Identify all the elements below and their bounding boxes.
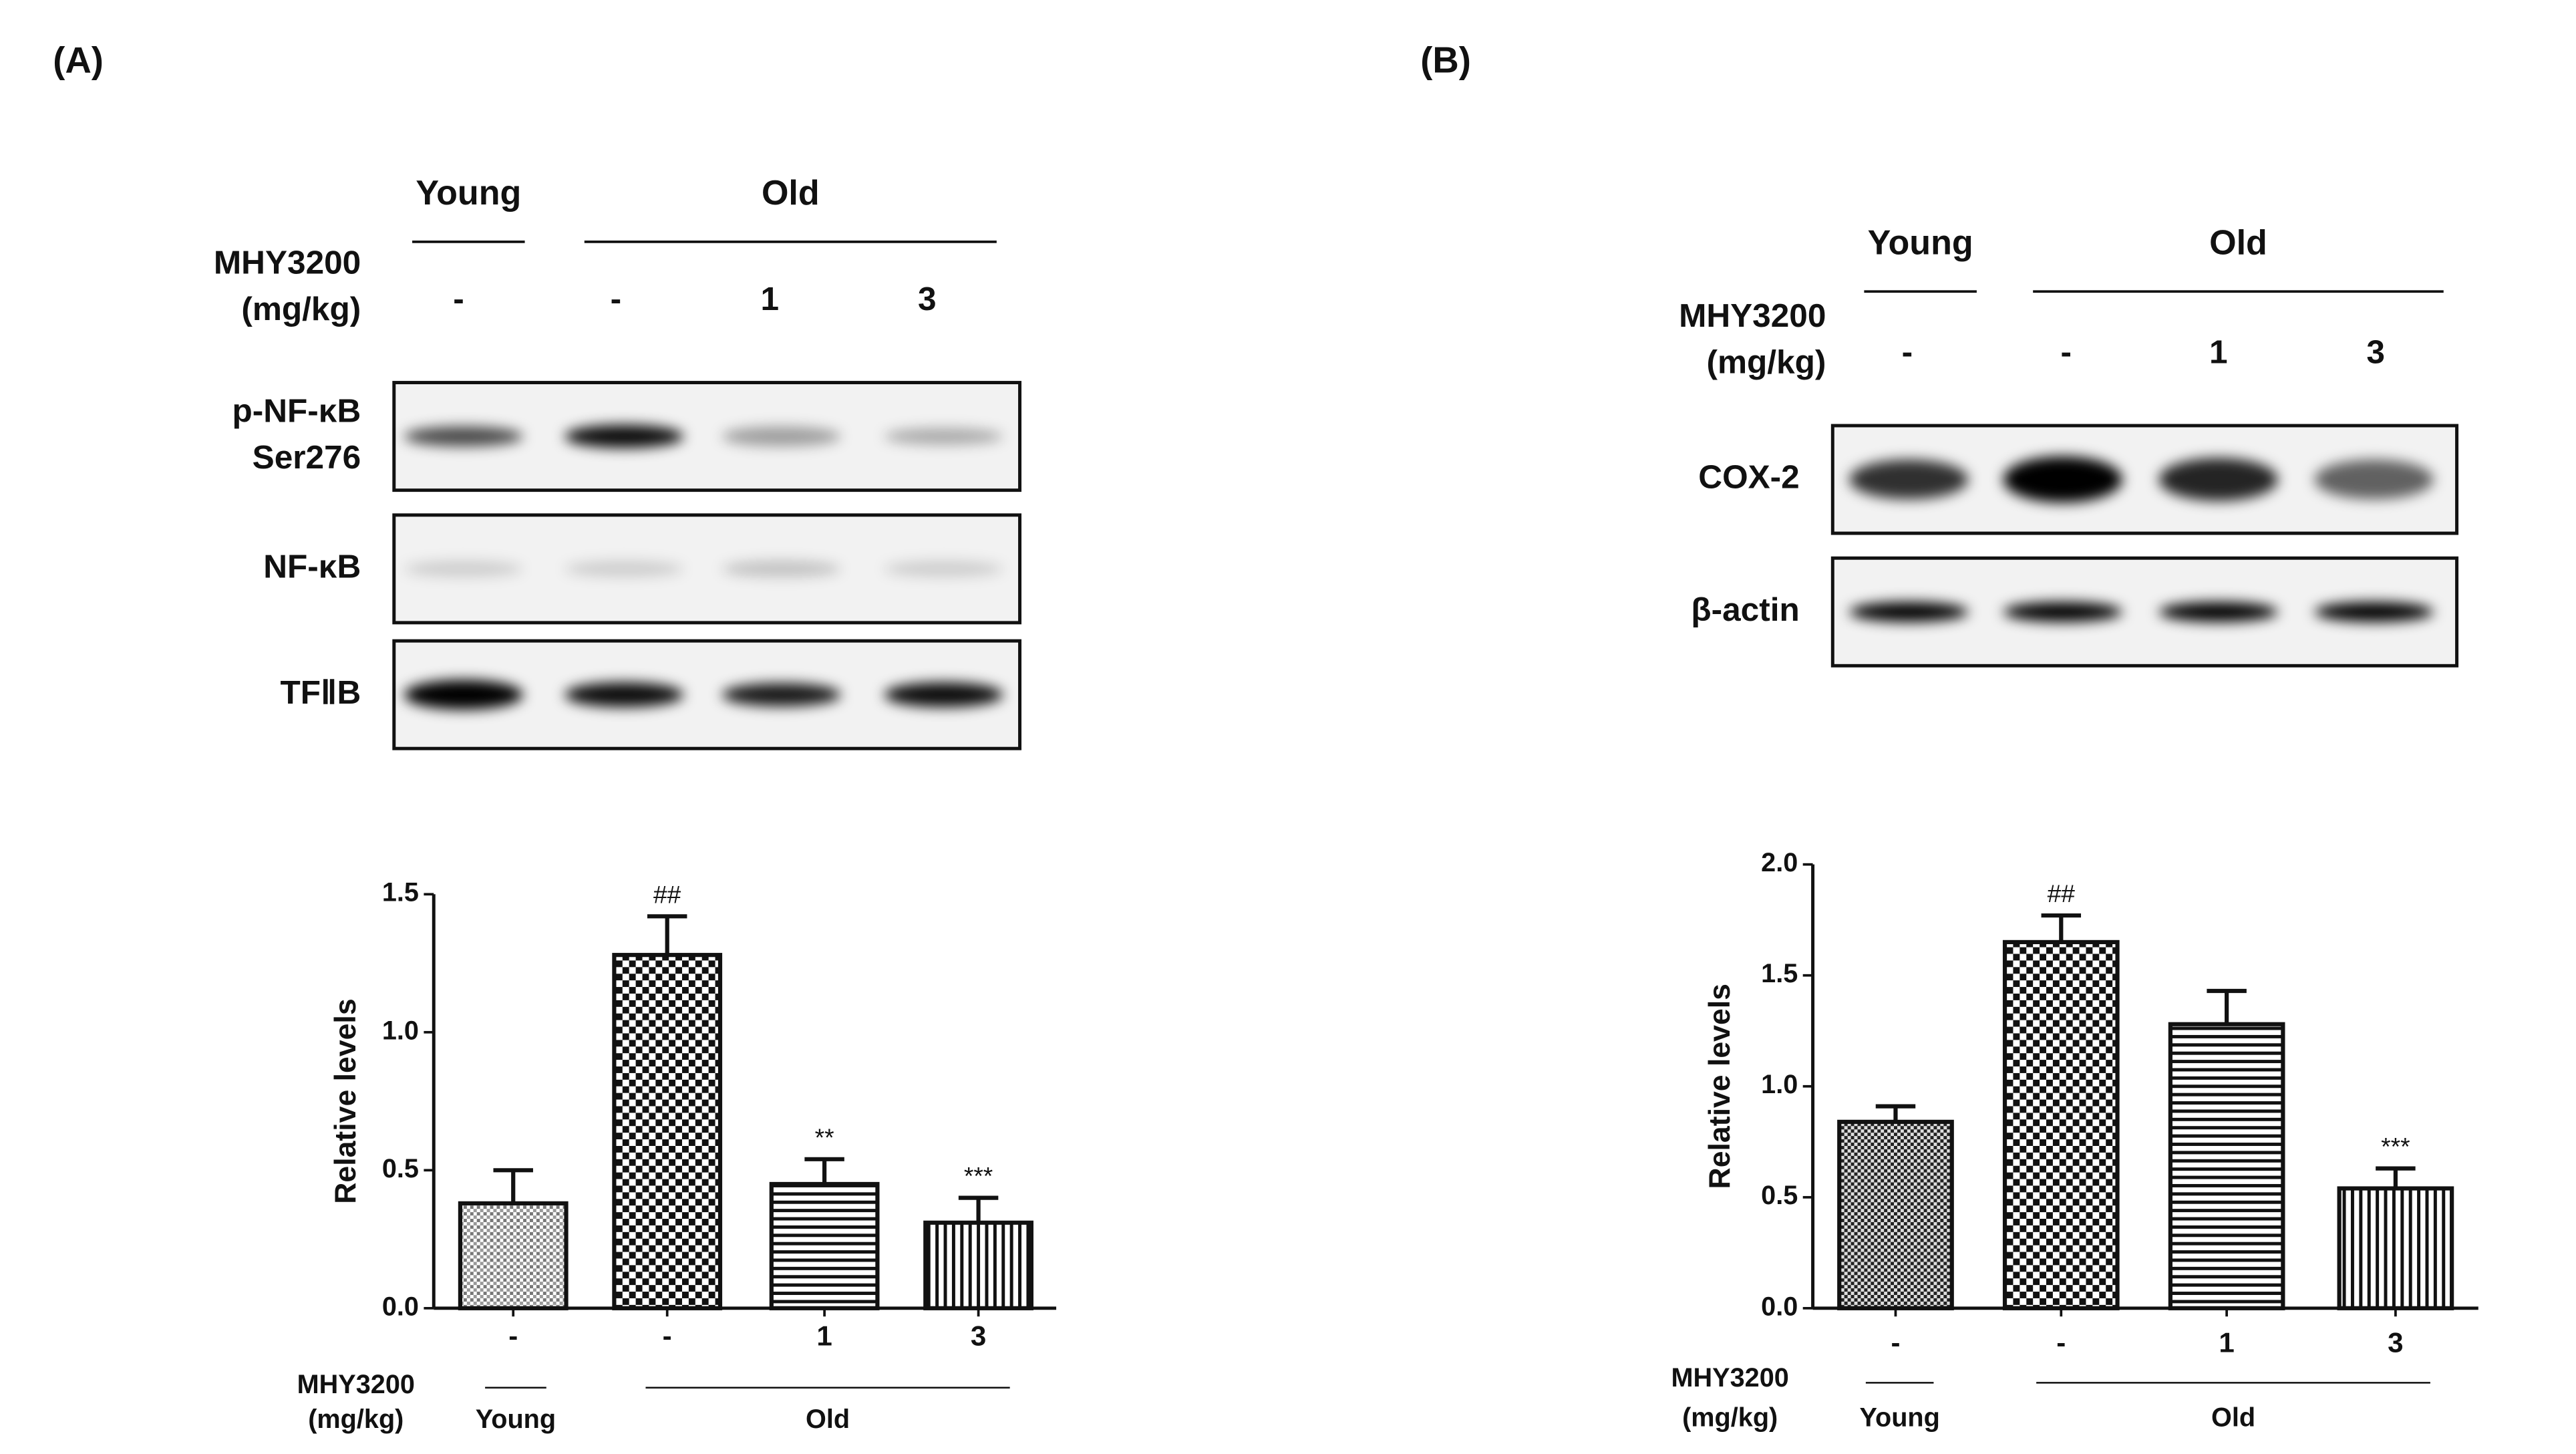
group-label: Young [476,1405,556,1434]
bar [612,953,723,1310]
treatment-label: (mg/kg) [241,290,361,327]
error-bar [647,914,687,956]
x-tick-label: 3 [971,1320,986,1352]
blot-band [404,426,524,446]
error-bar [804,1157,844,1184]
treatment-label: (mg/kg) [1682,1403,1778,1432]
blot-band [404,560,524,577]
blot-band [2003,601,2122,622]
y-tick-label: 1.5 [382,878,419,907]
bar [923,1220,1033,1310]
blot-band [2003,456,2122,503]
treatment-label: (mg/kg) [1706,343,1826,380]
x-tick-label: - [508,1320,518,1352]
treatment-label: MHY3200 [1671,1363,1789,1393]
group-label: Old [762,174,820,212]
blot-band [721,426,841,446]
blot-band [404,680,524,710]
dose-label: 1 [2209,333,2228,371]
blot-frame [1830,424,2459,535]
dose-label: 3 [918,280,937,317]
y-tick-label: 2.0 [1761,848,1798,877]
significance-label: *** [2381,1133,2410,1161]
y-tick-label: 0.0 [1761,1292,1798,1321]
group-label: Old [2209,224,2267,263]
bar [2168,1022,2285,1310]
panel-label: (B) [1420,40,1471,81]
blot-frame [1830,556,2459,668]
group-label: Young [416,174,521,212]
row-label: TFⅡB [281,674,361,711]
row-label: p-NF-κB [232,392,361,429]
bar [2337,1186,2454,1310]
x-tick-label: - [1891,1326,1900,1358]
x-tick-label: 1 [816,1320,832,1352]
row-label: Ser276 [253,438,361,476]
blot-frame [392,381,1022,492]
row-label: β-actin [1691,591,1799,628]
y-tick-label: 1.0 [1761,1070,1798,1099]
significance-label: *** [964,1162,993,1190]
treatment-label: MHY3200 [1679,297,1826,334]
significance-label: ## [653,880,681,908]
group-label: Young [1868,224,1973,263]
dose-label: - [2060,333,2072,371]
treatment-label: (mg/kg) [308,1405,404,1434]
group-label: Old [806,1405,850,1434]
error-bar [493,1168,533,1203]
blot-band [721,683,841,707]
dose-label: 3 [2366,333,2385,371]
panel-label: (A) [53,40,104,81]
blot-band [884,560,1003,577]
bar [1837,1119,1954,1310]
blot-band [884,682,1003,708]
x-tick-label: 1 [2219,1326,2234,1358]
row-label: COX-2 [1698,458,1799,496]
y-axis-label: Relative levels [329,998,362,1203]
treatment-label: MHY3200 [214,244,361,281]
blot-band [884,428,1003,445]
error-bar [2376,1166,2416,1189]
y-axis-label: Relative levels [1704,984,1736,1189]
blot-band [565,560,684,577]
dose-label: 1 [761,280,780,317]
blot-band [2314,601,2434,622]
blot-band [2314,459,2434,500]
blot-band [1849,601,1969,622]
blot-band [2158,601,2278,622]
y-tick-label: 1.0 [382,1016,419,1045]
significance-label: ** [815,1123,834,1151]
blot-band [565,424,684,448]
error-bar [1875,1104,1916,1122]
error-bar [2041,913,2082,942]
x-tick-label: - [2056,1326,2066,1358]
blot-frame [392,639,1022,750]
dose-label: - [1902,333,1913,371]
group-label: Young [1859,1403,1939,1432]
blot-frame [392,513,1022,625]
bar [2002,939,2120,1310]
y-tick-label: 0.5 [1761,1181,1798,1210]
blot-band [1849,459,1969,500]
significance-label: ## [2048,879,2076,907]
error-bar [958,1195,999,1223]
blot-band [721,560,841,577]
bar [769,1181,880,1310]
treatment-label: MHY3200 [297,1370,415,1399]
dose-label: - [453,280,464,317]
group-label: Old [2211,1403,2255,1432]
y-tick-label: 1.5 [1761,959,1798,988]
y-tick-label: 0.0 [382,1292,419,1321]
bar [458,1201,569,1310]
y-tick-label: 0.5 [382,1154,419,1183]
error-bar [2207,988,2247,1024]
row-label: NF-κB [263,547,361,585]
blot-band [2158,458,2278,501]
x-tick-label: - [663,1320,672,1352]
dose-label: - [611,280,622,317]
x-tick-label: 3 [2388,1326,2403,1358]
blot-band [565,682,684,708]
